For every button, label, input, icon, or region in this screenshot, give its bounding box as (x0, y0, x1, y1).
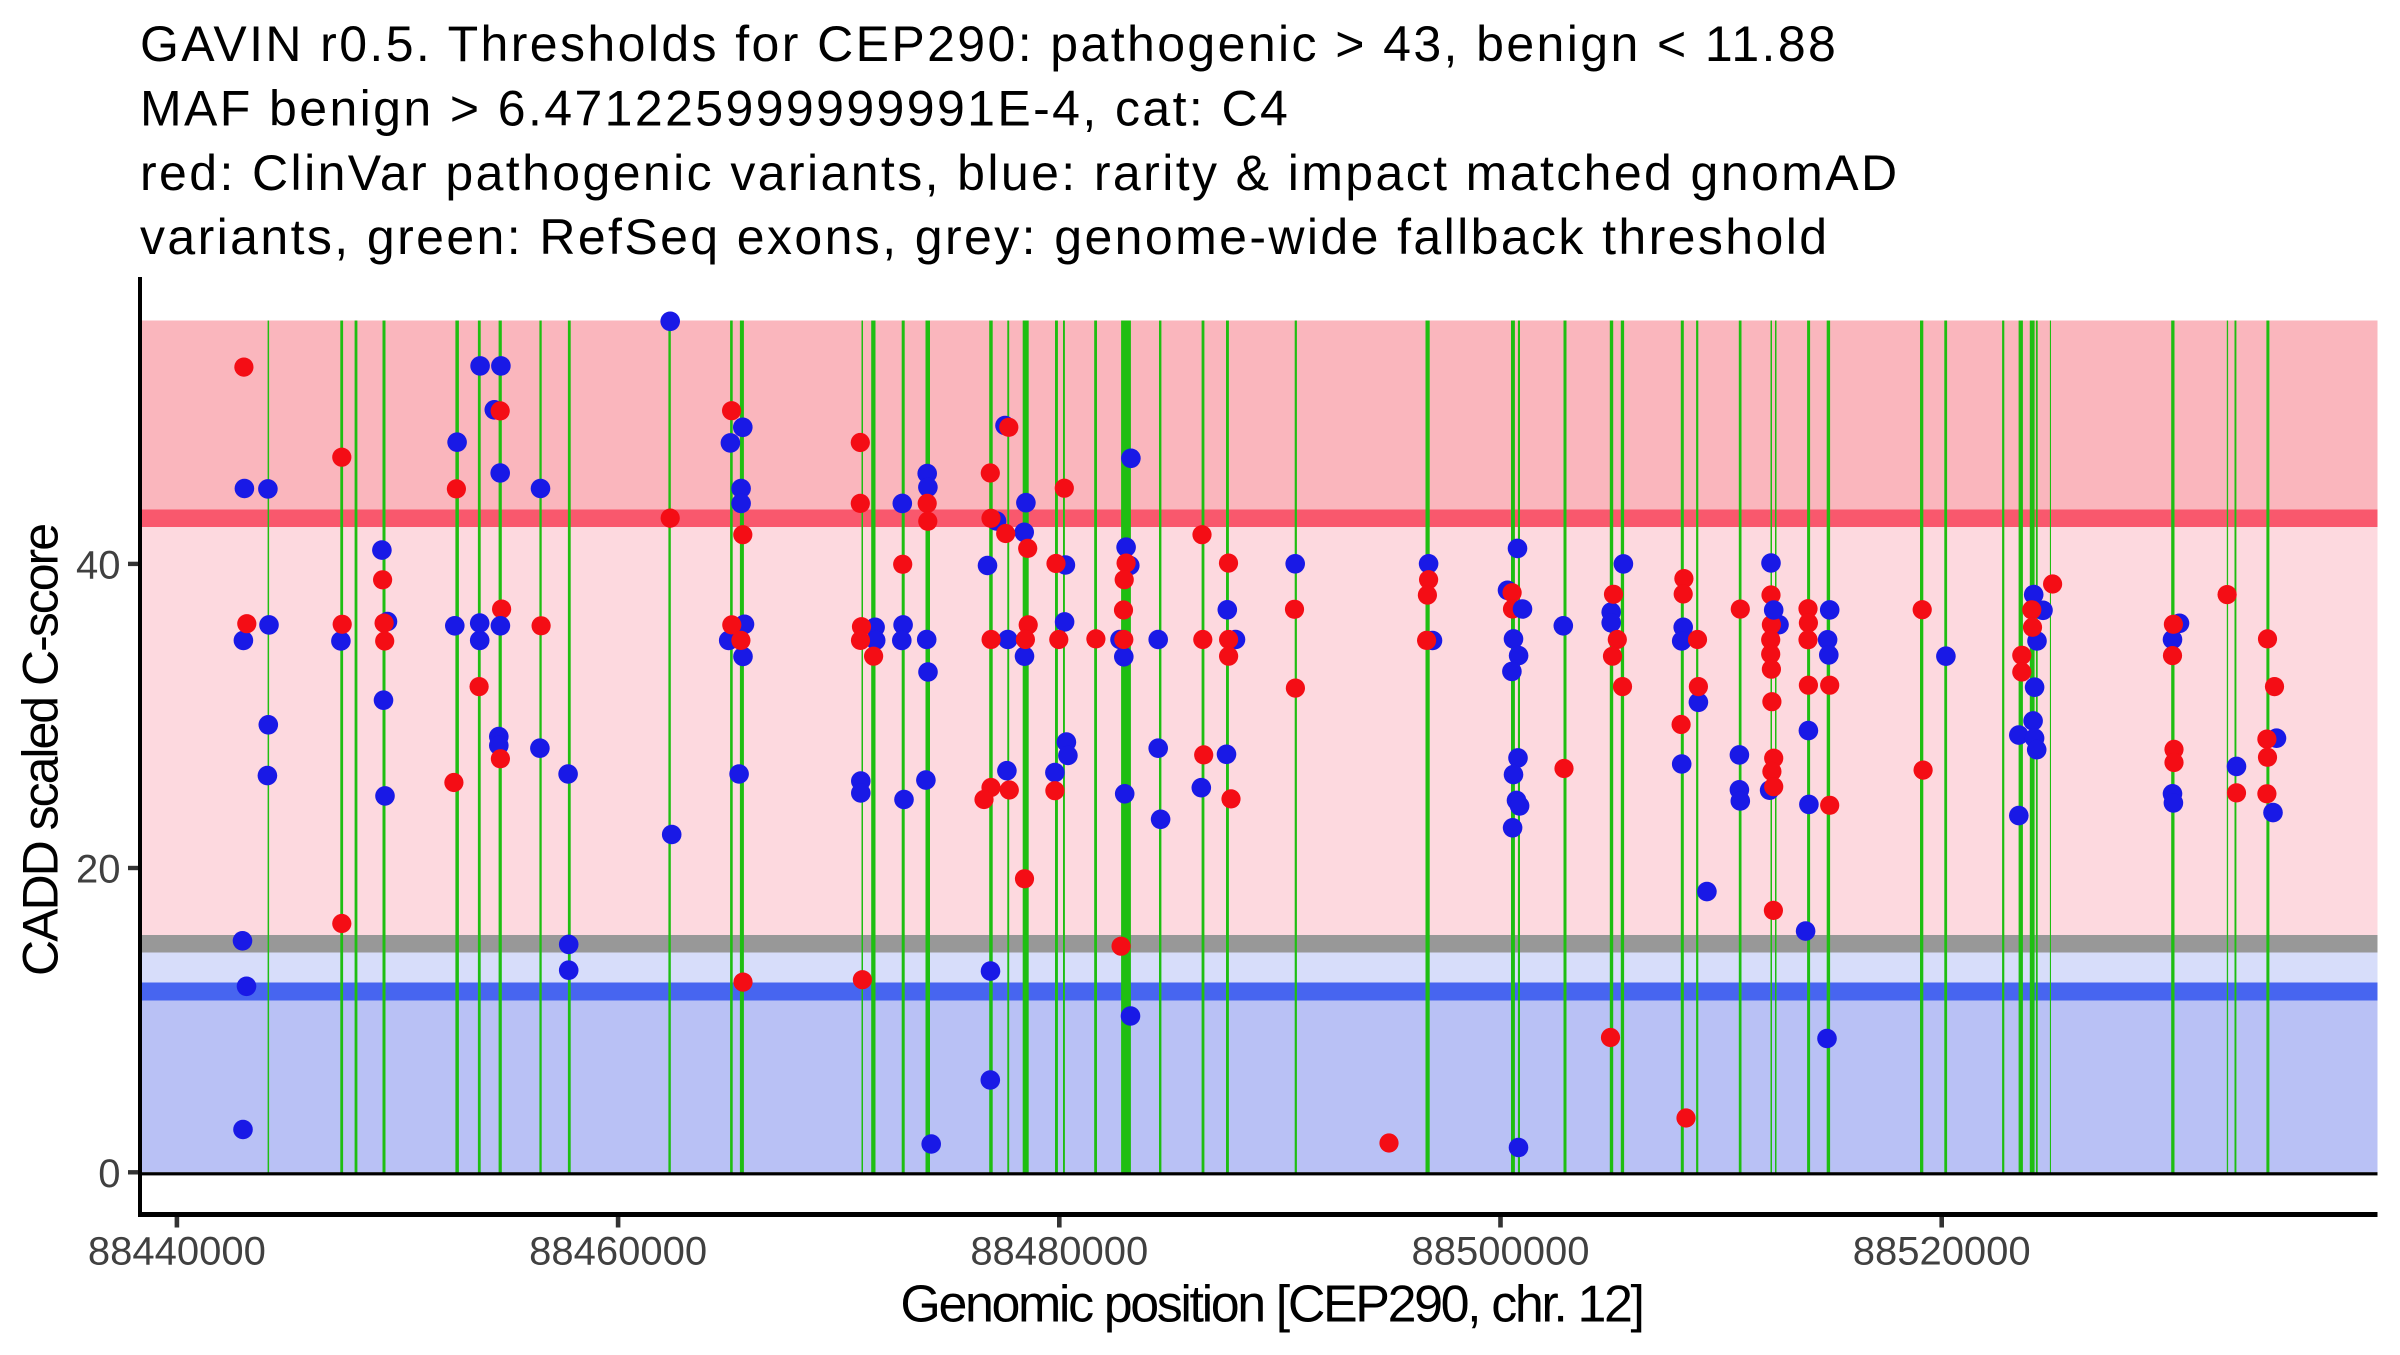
svg-text:Genomic position [CEP290, chr.: Genomic position [CEP290, chr. 12] (900, 1276, 1642, 1334)
svg-text:88460000: 88460000 (529, 1230, 707, 1274)
svg-text:variants, green: RefSeq exons,: variants, green: RefSeq exons, grey: gen… (140, 209, 1829, 265)
svg-text:88480000: 88480000 (970, 1230, 1148, 1274)
svg-text:20: 20 (76, 848, 121, 892)
svg-text:MAF benign > 6.471225999999991: MAF benign > 6.471225999999991E-4, cat: … (140, 81, 1290, 137)
svg-text:red: ClinVar pathogenic varian: red: ClinVar pathogenic variants, blue: … (140, 145, 1899, 201)
svg-text:GAVIN r0.5. Thresholds for CEP: GAVIN r0.5. Thresholds for CEP290: patho… (140, 16, 1838, 72)
svg-text:0: 0 (98, 1152, 120, 1196)
svg-text:88440000: 88440000 (88, 1230, 266, 1274)
svg-text:40: 40 (76, 544, 121, 588)
svg-text:88500000: 88500000 (1412, 1230, 1590, 1274)
svg-text:88520000: 88520000 (1853, 1230, 2031, 1274)
svg-text:CADD scaled C-score: CADD scaled C-score (13, 525, 69, 976)
